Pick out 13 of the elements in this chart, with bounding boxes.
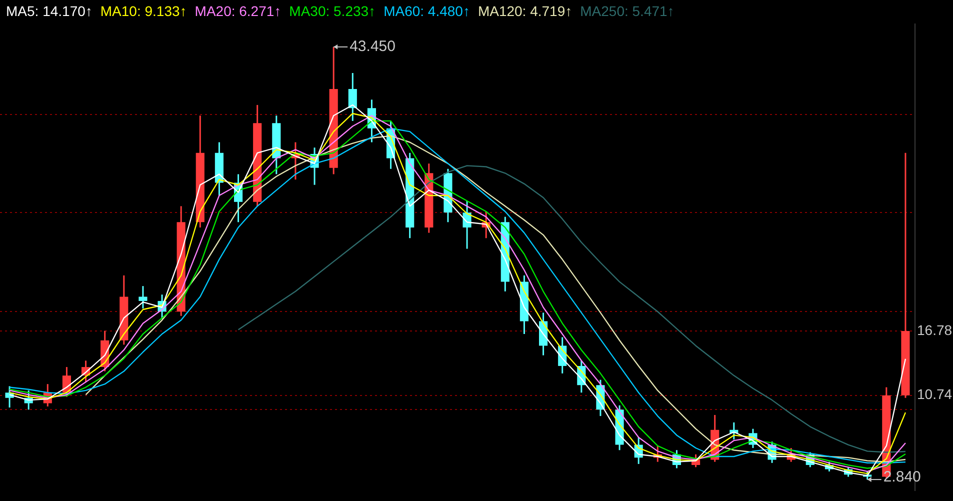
candlestick [348,72,357,122]
candlestick [138,285,148,310]
text: MA250: 5.471↑ [580,3,674,19]
y-tick-label: 10.74 [917,386,952,402]
annotation: 2.840 [883,468,921,486]
y-tick-label: 16.78 [917,322,952,338]
text: MA30: 5.233↑ [289,3,376,19]
annotation: 43.450 [350,38,396,56]
text: MA60: 4.480↑ [384,3,470,19]
text: MA5: 14.170↑ [6,3,92,19]
text: MA10: 9.133↑ [100,3,187,19]
text: MA20: 6.271↑ [194,3,282,19]
text: MA120: 4.719↑ [478,3,572,19]
